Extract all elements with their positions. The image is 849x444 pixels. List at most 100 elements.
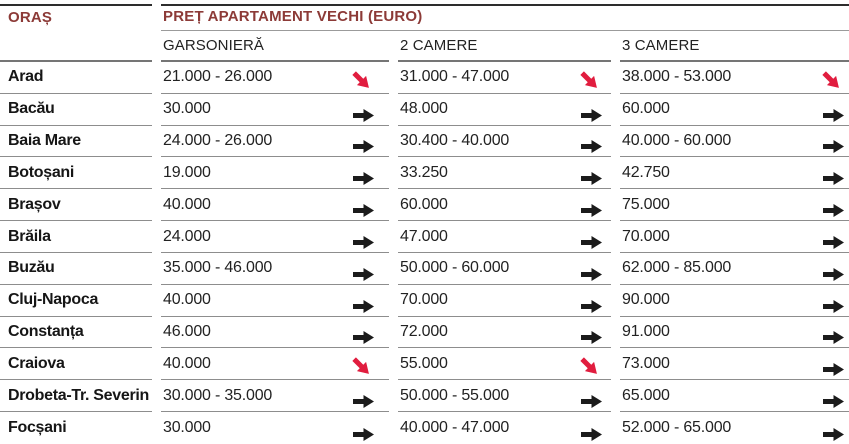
arrow-right-icon (823, 267, 844, 281)
price-cell: 65.000 (620, 380, 849, 413)
arrow-right-icon (581, 331, 602, 345)
price-value: 52.000 - 65.000 (622, 419, 732, 437)
arrow-right-icon (353, 140, 374, 154)
price-value: 40.000 (163, 291, 211, 309)
city-header-label: ORAȘ (8, 9, 53, 26)
price-cell: 42.750 (620, 157, 849, 190)
arrow-down-right-icon (819, 68, 843, 92)
price-cell: 24.000 (161, 221, 389, 253)
arrow-right-icon (823, 172, 844, 186)
price-cell: 50.000 - 60.000 (398, 253, 611, 285)
price-value: 50.000 - 55.000 (400, 386, 510, 404)
price-value: 24.000 - 26.000 (163, 132, 273, 150)
arrow-right-icon (823, 331, 844, 345)
arrow-right-icon (823, 363, 844, 377)
arrow-right-icon (823, 204, 844, 218)
arrow-right-icon (353, 172, 374, 186)
price-value: 70.000 (622, 227, 670, 245)
city-cell: Brăila (0, 221, 152, 253)
price-cell: 70.000 (398, 285, 611, 317)
arrow-right-icon (581, 235, 602, 249)
price-cell: 30.000 (161, 94, 389, 126)
arrow-right-icon (581, 267, 602, 281)
column-header-3-rooms: 3 CAMERE (620, 31, 849, 62)
arrow-right-icon (823, 108, 844, 122)
city-cell: Buzău (0, 253, 152, 285)
price-cell: 52.000 - 65.000 (620, 412, 849, 444)
arrow-right-icon (581, 108, 602, 122)
price-value: 60.000 (622, 100, 670, 118)
price-value: 21.000 - 26.000 (163, 68, 273, 86)
price-value: 72.000 (400, 323, 448, 341)
price-value: 40.000 - 60.000 (622, 132, 732, 150)
column-header-2-rooms: 2 CAMERE (398, 31, 611, 62)
price-cell: 50.000 - 55.000 (398, 380, 611, 413)
price-cell: 40.000 (161, 348, 389, 381)
arrow-right-icon (353, 267, 374, 281)
price-value: 50.000 - 60.000 (400, 259, 510, 277)
price-value: 33.250 (400, 163, 448, 181)
price-cell: 40.000 - 60.000 (620, 126, 849, 158)
price-value: 62.000 - 85.000 (622, 259, 732, 277)
city-cell: Constanța (0, 317, 152, 349)
price-value: 90.000 (622, 291, 670, 309)
price-value: 46.000 (163, 323, 211, 341)
city-cell: Baia Mare (0, 126, 152, 158)
price-value: 55.000 (400, 354, 448, 372)
price-cell: 46.000 (161, 317, 389, 349)
price-value: 30.000 - 35.000 (163, 386, 273, 404)
price-cell: 30.400 - 40.000 (398, 126, 611, 158)
price-cell: 40.000 (161, 189, 389, 222)
price-cell: 55.000 (398, 348, 611, 381)
arrow-right-icon (823, 299, 844, 313)
arrow-right-icon (823, 427, 844, 441)
price-value: 42.750 (622, 163, 670, 181)
arrow-right-icon (353, 235, 374, 249)
price-cell: 73.000 (620, 348, 849, 381)
price-cell: 24.000 - 26.000 (161, 126, 389, 158)
price-value: 40.000 - 47.000 (400, 419, 510, 437)
price-cell: 60.000 (398, 189, 611, 222)
city-cell: Botoșani (0, 157, 152, 190)
arrow-right-icon (581, 172, 602, 186)
subheader-spacer (0, 31, 152, 62)
table-title: PREȚ APARTAMENT VECHI (EURO) (161, 4, 849, 31)
arrow-down-right-icon (349, 355, 373, 379)
arrow-down-right-icon (577, 68, 601, 92)
price-cell: 40.000 - 47.000 (398, 412, 611, 444)
arrow-right-icon (353, 395, 374, 409)
price-value: 31.000 - 47.000 (400, 68, 510, 86)
price-cell: 30.000 (161, 412, 389, 444)
table-title-label: PREȚ APARTAMENT VECHI (EURO) (163, 8, 423, 25)
price-cell: 48.000 (398, 94, 611, 126)
price-cell: 35.000 - 46.000 (161, 253, 389, 285)
arrow-right-icon (353, 299, 374, 313)
price-cell: 90.000 (620, 285, 849, 317)
city-cell: Cluj-Napoca (0, 285, 152, 317)
price-value: 73.000 (622, 354, 670, 372)
price-value: 35.000 - 46.000 (163, 259, 273, 277)
arrow-down-right-icon (349, 68, 373, 92)
column-header-studio: GARSONIERĂ (161, 31, 389, 62)
price-cell: 19.000 (161, 157, 389, 190)
arrow-right-icon (353, 331, 374, 345)
price-cell: 31.000 - 47.000 (398, 62, 611, 94)
city-cell: Drobeta-Tr. Severin (0, 380, 152, 413)
arrow-right-icon (581, 395, 602, 409)
price-value: 40.000 (163, 354, 211, 372)
price-value: 19.000 (163, 163, 211, 181)
price-cell: 72.000 (398, 317, 611, 349)
price-value: 40.000 (163, 195, 211, 213)
arrow-right-icon (581, 427, 602, 441)
column-header-city: ORAȘ (0, 4, 152, 31)
price-cell: 38.000 - 53.000 (620, 62, 849, 94)
city-cell: Brașov (0, 189, 152, 222)
price-cell: 33.250 (398, 157, 611, 190)
arrow-right-icon (353, 204, 374, 218)
city-cell: Craiova (0, 348, 152, 381)
price-cell: 47.000 (398, 221, 611, 253)
price-value: 30.000 (163, 419, 211, 437)
city-cell: Arad (0, 62, 152, 94)
price-cell: 91.000 (620, 317, 849, 349)
